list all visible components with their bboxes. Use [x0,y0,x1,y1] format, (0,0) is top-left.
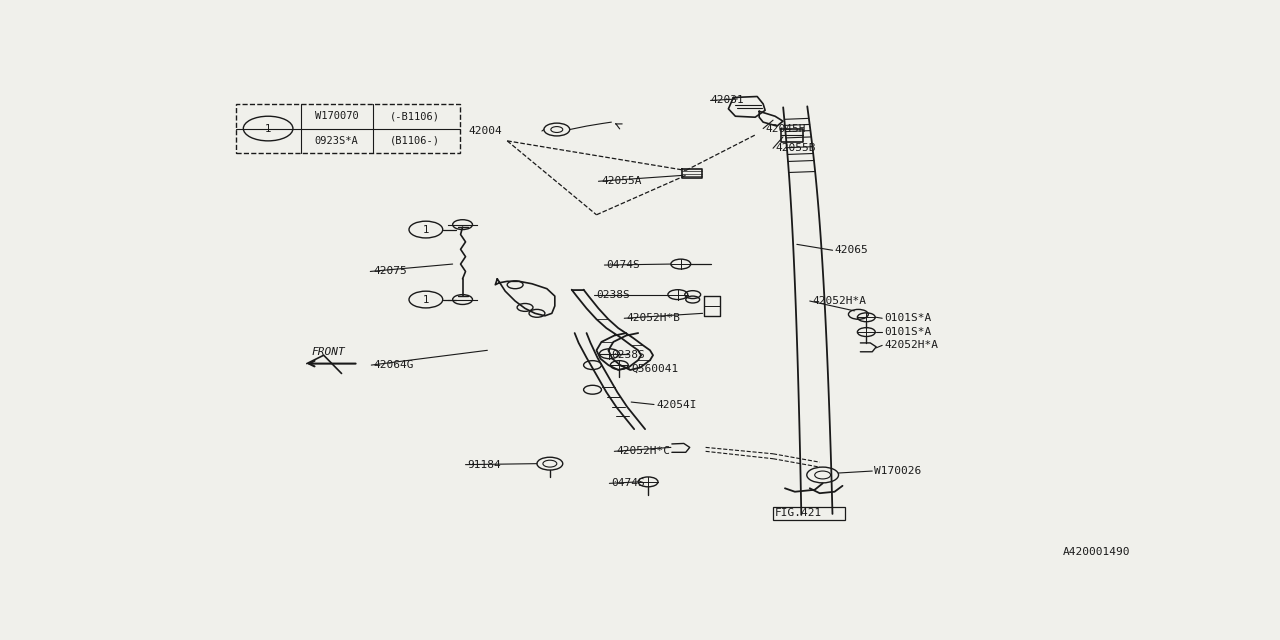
Bar [237,104,460,153]
Text: FIG.421: FIG.421 [776,508,822,518]
Text: 0474S: 0474S [612,478,645,488]
Text: 1: 1 [422,294,429,305]
Text: 0238S: 0238S [596,290,630,300]
Text: 42052H*B: 42052H*B [626,313,680,323]
Text: 42031: 42031 [710,95,744,106]
Text: 42052H*A: 42052H*A [884,340,938,350]
Text: (B1106-): (B1106-) [390,136,440,146]
Text: 0238S: 0238S [612,350,645,360]
Text: W170026: W170026 [874,466,922,476]
Text: 0474S: 0474S [607,260,640,270]
Text: 42052H*C: 42052H*C [617,446,671,456]
Text: 42054I: 42054I [657,399,696,410]
Text: 42055A: 42055A [602,176,643,186]
Text: 42055B: 42055B [776,143,815,153]
Text: A420001490: A420001490 [1062,547,1130,557]
Text: 0101S*A: 0101S*A [884,327,932,337]
Text: 42064G: 42064G [374,360,413,370]
Text: 91184: 91184 [467,460,502,470]
Text: 42045H: 42045H [765,124,805,134]
Text: 42004: 42004 [468,126,502,136]
Text: 42075: 42075 [374,266,407,276]
Text: 0101S*A: 0101S*A [884,313,932,323]
Text: FRONT: FRONT [312,347,346,356]
Text: 42065: 42065 [835,245,868,255]
Bar [773,506,846,520]
Text: 42052H*A: 42052H*A [813,296,867,306]
Text: 0923S*A: 0923S*A [315,136,358,146]
Text: 1: 1 [422,225,429,235]
Text: W170070: W170070 [315,111,358,121]
Text: 1: 1 [265,124,271,134]
Text: (-B1106): (-B1106) [390,111,440,121]
Text: Q560041: Q560041 [631,364,678,374]
